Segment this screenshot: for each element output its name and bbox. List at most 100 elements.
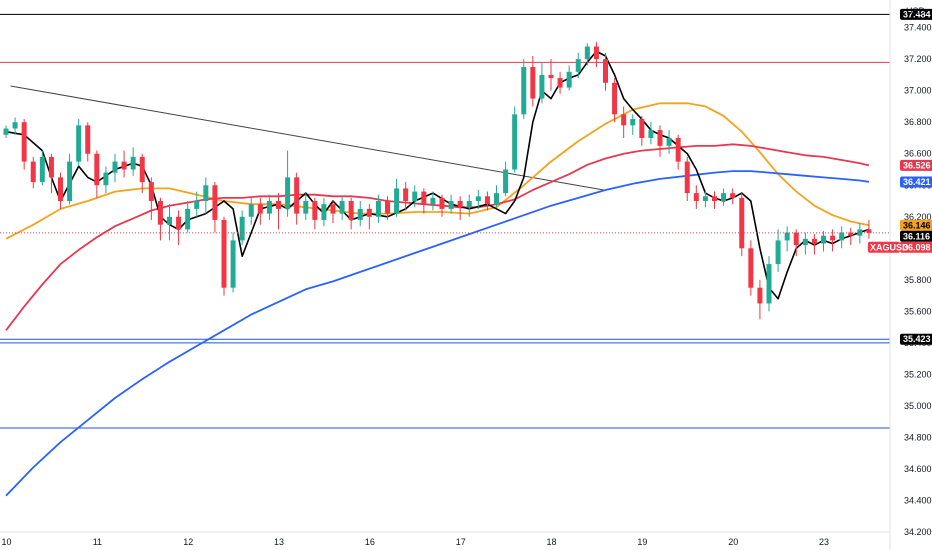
candle [684, 156, 690, 202]
price-tag: 36.116 [900, 230, 932, 242]
candle [348, 197, 354, 230]
candle [385, 196, 390, 220]
candle [239, 210, 245, 246]
candle [403, 182, 409, 211]
candle [721, 188, 727, 206]
candle [58, 172, 63, 209]
x-tick-label: 11 [93, 537, 102, 547]
x-tick-label: 19 [637, 537, 647, 547]
candle [157, 197, 163, 241]
candle [657, 125, 663, 157]
y-tick-label: 37.400 [904, 23, 932, 33]
candle [802, 232, 808, 255]
candle [866, 219, 872, 239]
candle [121, 150, 127, 178]
candle [494, 185, 499, 208]
candle [666, 130, 672, 154]
symbol-tag-bg [868, 241, 900, 253]
y-tick-label: 37.000 [904, 86, 932, 96]
candle [48, 153, 54, 194]
candle [811, 234, 817, 255]
candle [457, 196, 463, 220]
candle [566, 65, 572, 91]
x-tick-label: 17 [456, 537, 466, 547]
candle [285, 150, 291, 217]
y-tick-label: 34.800 [904, 432, 932, 442]
candle [548, 59, 554, 91]
candle [266, 194, 272, 220]
candle [448, 194, 454, 214]
candle [693, 185, 699, 209]
candle [412, 185, 418, 208]
candle [185, 201, 191, 233]
candle [484, 191, 490, 211]
candle [512, 106, 518, 173]
candle [303, 193, 309, 220]
y-tick-label: 36.800 [904, 117, 932, 127]
candle [130, 147, 136, 176]
x-tick-label: 16 [365, 537, 375, 547]
price-tag-value: 36.421 [903, 177, 931, 187]
candle [230, 232, 236, 293]
candle [94, 150, 100, 198]
x-tick-label: 13 [274, 537, 284, 547]
candle [203, 177, 209, 214]
candle [584, 43, 590, 66]
price-tag-value: 37.484 [903, 9, 931, 19]
y-tick-label: 35.000 [904, 401, 932, 411]
candle [103, 166, 109, 194]
candle [430, 191, 436, 211]
candle [21, 119, 27, 170]
candle [648, 122, 654, 145]
y-tick-label: 35.600 [904, 306, 932, 316]
x-tick-label: 18 [547, 537, 557, 547]
candle [775, 229, 781, 272]
candle [375, 194, 381, 224]
candle [176, 210, 182, 246]
price-tag: 36.421 [900, 176, 932, 188]
price-tag-value: 36.116 [903, 231, 930, 241]
price-tag-value: 36.098 [903, 242, 931, 252]
candle [357, 201, 363, 227]
x-tick-label: 10 [2, 537, 12, 547]
y-tick-label: 34.600 [904, 464, 932, 474]
price-tag-value: 35.423 [903, 334, 931, 344]
candle [557, 71, 563, 94]
candle [739, 193, 745, 257]
candle [521, 59, 527, 120]
candle [212, 182, 218, 233]
candle [475, 189, 481, 209]
x-tick-label: 23 [819, 537, 829, 547]
candle [748, 240, 754, 296]
candle [112, 153, 118, 183]
time-axis[interactable]: 10 11 12 13 16 17 18 19 20 23 [0, 531, 890, 547]
candle [848, 227, 854, 246]
candle [702, 189, 708, 208]
candle [593, 41, 599, 68]
candle [857, 223, 863, 244]
candle [3, 125, 9, 138]
candle [276, 193, 281, 230]
candle [793, 229, 799, 257]
candle [194, 191, 200, 217]
candle [30, 156, 36, 189]
candle [139, 153, 145, 194]
candle [712, 191, 717, 209]
price-tag: 36.526 [900, 159, 932, 171]
candle [730, 188, 736, 205]
y-tick-label: 35.200 [904, 369, 932, 379]
price-tag: 35.423 [900, 333, 932, 345]
y-tick-label: 36.200 [904, 212, 932, 222]
candle [503, 161, 509, 197]
candle [603, 52, 608, 91]
symbol-tag: XAGUSD [870, 242, 909, 252]
candle [167, 204, 172, 241]
x-tick-label: 12 [183, 537, 193, 547]
candle [248, 197, 254, 225]
candle [221, 216, 227, 296]
price-tag-value: 36.526 [903, 160, 931, 170]
candle [675, 134, 681, 170]
